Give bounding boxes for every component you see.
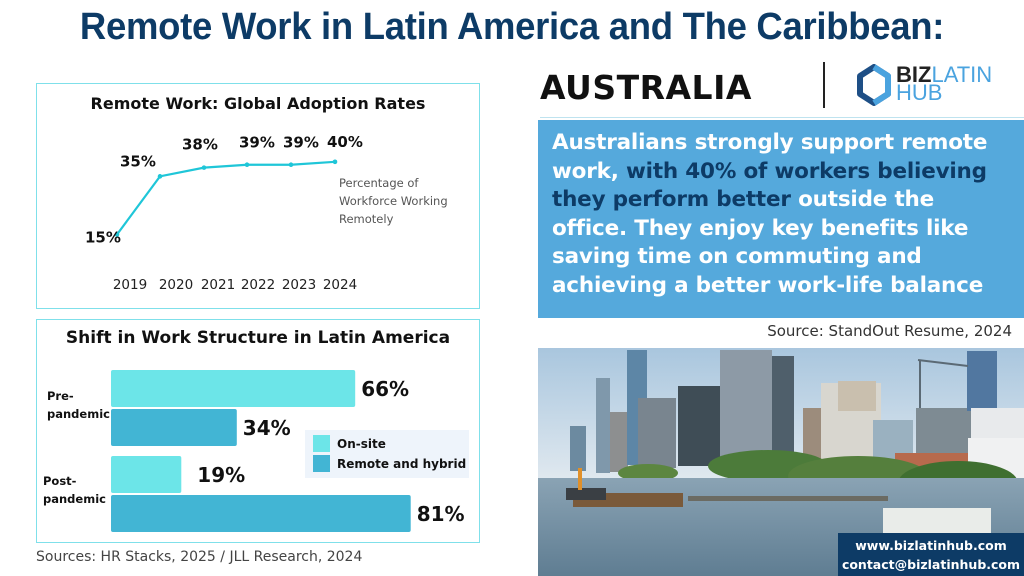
legend-swatch: [313, 435, 330, 452]
x-tick-label: 2023: [282, 277, 316, 293]
bar-legend: On-site Remote and hybrid: [305, 430, 469, 478]
bar-chart: Pre-pandemic 66% 34% Post-pandemic 19% 81% On-…: [43, 370, 469, 532]
line-point: [114, 232, 120, 237]
line-point: [157, 174, 163, 179]
legend-label: Remote and hybrid: [337, 457, 466, 471]
page-title: Remote Work in Latin America and The Car…: [79, 6, 945, 48]
country-heading: AUSTRALIA: [540, 68, 752, 107]
website-link[interactable]: www.bizlatinhub.com: [855, 538, 1007, 553]
line-series: [116, 160, 336, 236]
bizlatinhub-logo: BIZLATIN HUB: [856, 64, 1006, 106]
x-tick-label: 2024: [323, 277, 357, 293]
header-underline: [540, 117, 1024, 118]
logo-text-top: BIZLATIN: [896, 64, 992, 86]
bar-category-label: Pre-: [47, 389, 74, 403]
line-point: [244, 162, 250, 168]
quote-box: Australians strongly support remote work…: [538, 120, 1024, 318]
line-point: [201, 165, 207, 170]
bar-category-label: pandemic: [43, 492, 106, 506]
bar-value-label: 81%: [417, 502, 465, 526]
bar-chart-title: Shift in Work Structure in Latin America: [65, 328, 451, 348]
legend-label: On-site: [337, 437, 386, 451]
bizlatinhub-logo-icon: [857, 64, 891, 106]
bar-chart-panel: Shift in Work Structure in Latin America…: [36, 319, 480, 543]
quote-text-1: Australians strongly support remote work…: [552, 130, 988, 184]
logo-word-biz: BIZ: [896, 62, 932, 87]
chart-sources: Sources: HR Stacks, 2025 / JLL Research,…: [36, 549, 363, 565]
bar-category-label: pandemic: [47, 407, 110, 421]
bar-value-label: 19%: [197, 463, 245, 487]
logo-word-latin: LATIN: [931, 62, 993, 87]
line-chart-title: Remote Work: Global Adoption Rates: [90, 94, 426, 113]
x-tick-label: 2019: [113, 277, 147, 293]
legend-swatch: [313, 455, 330, 472]
bar-category-label: Post-: [43, 474, 77, 488]
line-chart-panel: Remote Work: Global Adoption Rates 15% 35…: [36, 83, 480, 309]
bar-value-label: 34%: [243, 416, 291, 440]
bar-onsite: [111, 370, 356, 407]
line-data-label: 39%: [283, 134, 319, 152]
bar-remote: [111, 409, 237, 446]
quote-source: Source: StandOut Resume, 2024: [767, 322, 1012, 340]
logo-word-hub: HUB: [896, 80, 943, 105]
line-point: [288, 162, 294, 168]
line-legend-text: Remotely: [339, 212, 394, 226]
line-chart: 15% 35% 38% 39% 39% 40% 2019 2020 2021 2022 2023 20…: [85, 133, 448, 293]
legend-background: [305, 430, 469, 478]
line-legend-text: Percentage of: [339, 176, 419, 190]
line-data-label: 35%: [120, 152, 156, 170]
line-data-label: 40%: [327, 133, 363, 151]
contact-box: www.bizlatinhub.com contact@bizlatinhub.…: [838, 533, 1024, 576]
quote-highlight: with 40% of workers believing they perfo…: [552, 158, 987, 213]
quote-text-2: outside the office. They enjoy key benef…: [552, 187, 984, 298]
bar-remote: [111, 495, 411, 532]
line-point: [332, 159, 338, 165]
bar-value-label: 66%: [361, 377, 409, 401]
line-data-label: 38%: [182, 136, 218, 154]
bar-onsite: [111, 456, 182, 493]
line-data-label: 39%: [239, 134, 275, 152]
line-legend-text: Workforce Working: [339, 194, 448, 208]
x-tick-label: 2020: [159, 277, 193, 293]
x-tick-label: 2021: [201, 277, 235, 293]
x-tick-label: 2022: [241, 277, 275, 293]
line-data-label: 15%: [85, 228, 121, 246]
header-divider: [823, 62, 825, 108]
email-link[interactable]: contact@bizlatinhub.com: [841, 557, 1021, 572]
